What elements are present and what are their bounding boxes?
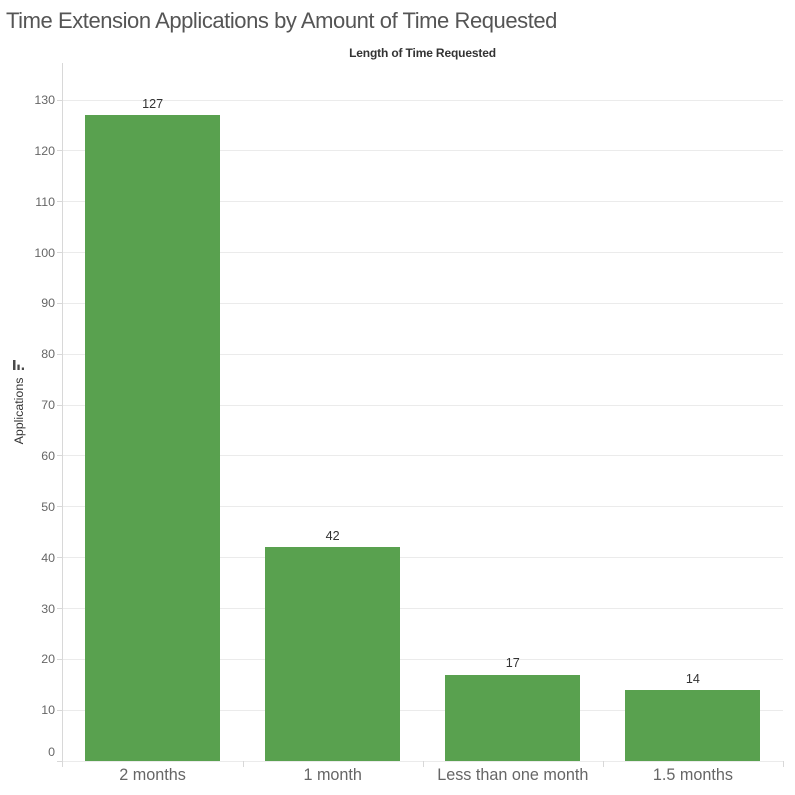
gridline	[62, 760, 783, 762]
bar-1.5-months[interactable]	[625, 689, 761, 761]
gridline	[62, 455, 783, 457]
y-tick-label: 70	[41, 398, 55, 413]
y-axis-tick	[56, 353, 62, 355]
gridline	[62, 557, 783, 559]
y-tick-label: 120	[34, 143, 55, 158]
y-tick-label: 30	[41, 601, 55, 616]
bar-value-label: 127	[142, 97, 164, 112]
x-category-label: 2 months	[119, 765, 186, 784]
gridline	[62, 608, 783, 609]
gridline	[62, 252, 783, 253]
x-category-label: 1.5 months	[652, 765, 733, 784]
x-axis-tick	[783, 761, 784, 767]
gridline	[62, 150, 783, 152]
bar-value-label: 14	[685, 671, 700, 686]
y-tick-label: 40	[41, 550, 55, 565]
y-tick-label: 100	[34, 245, 55, 260]
gridline	[62, 201, 783, 203]
column-field-label: Length of Time Requested	[349, 45, 496, 60]
y-axis-tick	[56, 658, 62, 660]
y-axis-tick	[56, 455, 62, 457]
y-axis-tick	[56, 709, 62, 711]
y-axis-tick	[56, 506, 62, 508]
y-tick-label: 60	[41, 448, 55, 463]
y-axis-tick	[56, 302, 62, 304]
x-axis-tick	[422, 761, 424, 767]
chart-title: Time Extension Applications by Amount of…	[6, 7, 557, 33]
gridline	[62, 302, 783, 304]
y-tick-label: 10	[41, 703, 55, 718]
y-tick-label: 90	[41, 296, 55, 311]
y-axis-tick	[56, 760, 62, 762]
y-axis-tick	[56, 252, 62, 253]
x-category-label: 1 month	[303, 765, 362, 784]
gridline	[62, 404, 783, 406]
gridline	[62, 506, 783, 508]
y-tick-label: 130	[34, 93, 55, 107]
y-tick-label: 20	[41, 652, 55, 667]
bar-value-label: 17	[505, 656, 520, 671]
y-axis-tick	[56, 608, 62, 609]
gridline	[62, 709, 783, 711]
bar-value-label: 42	[325, 529, 340, 544]
y-tick-label: 50	[41, 499, 55, 514]
y-axis-tick	[56, 404, 62, 406]
gridline	[62, 99, 783, 101]
bar-2-months[interactable]	[85, 115, 221, 761]
y-tick-label: 80	[41, 347, 55, 362]
y-tick-label: 110	[35, 194, 55, 209]
y-axis-tick	[56, 99, 62, 101]
y-axis-tick	[56, 557, 62, 559]
bar-1-month[interactable]	[265, 547, 401, 761]
bar-less-than-one-month[interactable]	[445, 674, 581, 761]
y-axis-tick	[56, 150, 62, 152]
x-axis-tick	[242, 761, 244, 767]
x-axis-tick	[602, 761, 604, 767]
sort-descending-bars-icon[interactable]	[12, 359, 24, 371]
x-category-label: Less than one month	[437, 765, 589, 784]
y-axis-tick	[56, 201, 62, 203]
gridline	[62, 658, 783, 660]
y-axis-line	[62, 63, 63, 767]
gridline	[62, 353, 783, 355]
y-tick-label: 0	[48, 745, 55, 759]
